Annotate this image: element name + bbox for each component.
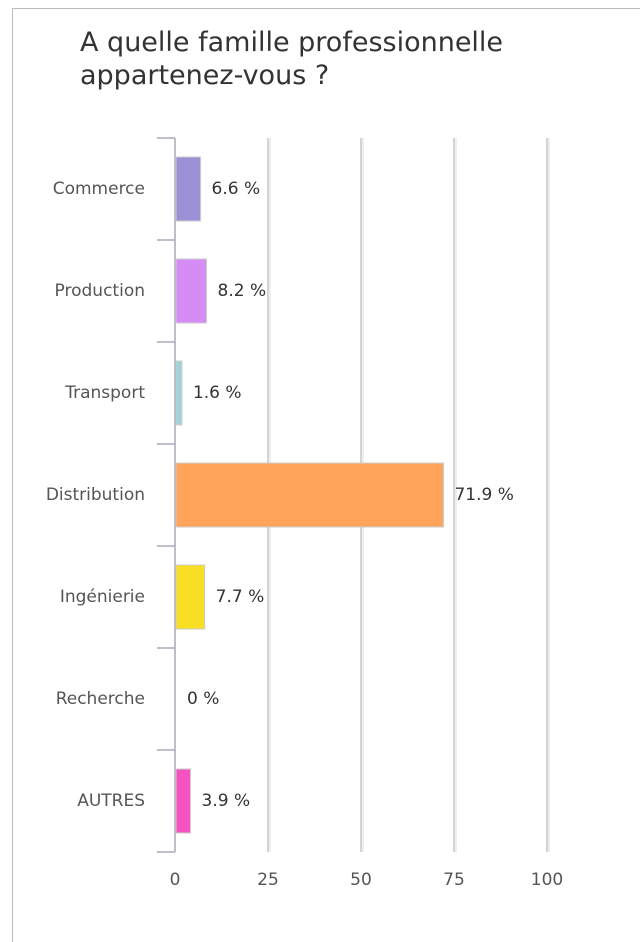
bar [175, 462, 444, 528]
y-tick-label: Distribution [46, 485, 145, 505]
y-tick-label: Ingénierie [60, 587, 145, 607]
x-tick-label: 25 [257, 870, 279, 890]
value-label: 7.7 % [216, 587, 265, 607]
y-tick-label: Commerce [53, 179, 145, 199]
value-label: 0 % [187, 689, 219, 709]
y-tick-label: Production [55, 281, 145, 301]
x-tick-label: 50 [350, 870, 372, 890]
bar [175, 156, 202, 222]
value-label: 3.9 % [202, 791, 251, 811]
value-label: 71.9 % [454, 485, 513, 505]
y-tick-label: AUTRES [77, 791, 145, 811]
value-label: 6.6 % [212, 179, 261, 199]
x-tick-label: 0 [170, 870, 181, 890]
x-tick-label: 75 [443, 870, 465, 890]
value-label: 1.6 % [193, 383, 242, 403]
bar [175, 564, 206, 630]
bar [175, 258, 208, 324]
chart-title: A quelle famille professionnelle apparte… [80, 27, 504, 91]
value-label: 8.2 % [218, 281, 267, 301]
bar [175, 360, 183, 426]
frame [12, 8, 640, 942]
x-tick-label: 100 [531, 870, 563, 890]
bar [175, 768, 192, 834]
y-tick-label: Transport [64, 383, 145, 403]
y-tick-label: Recherche [56, 689, 145, 709]
